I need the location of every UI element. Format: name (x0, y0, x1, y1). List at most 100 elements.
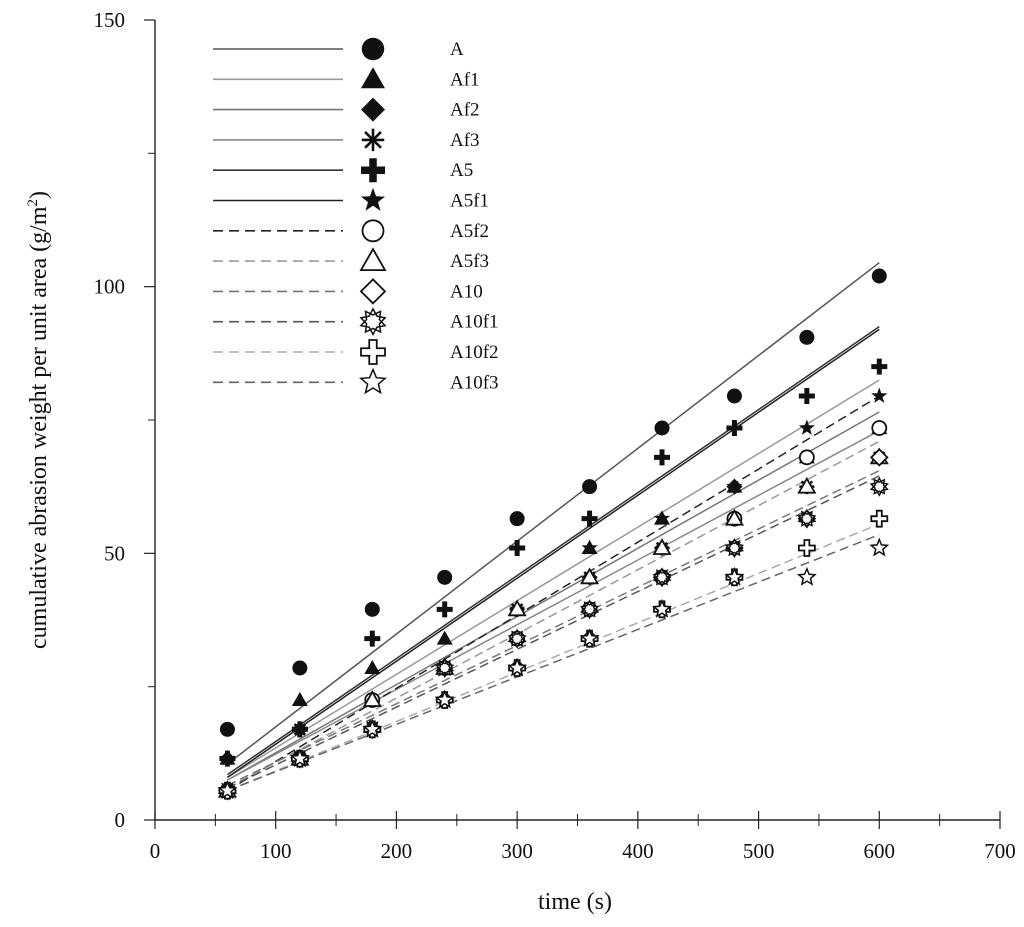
legend-item: A10f2 (213, 339, 499, 365)
fit-line-A10f3 (227, 533, 880, 792)
legend-marker-Af1 (361, 67, 385, 89)
point-A10f3 (434, 689, 455, 709)
legend-marker-A10 (359, 278, 387, 305)
x-tick-label: 200 (381, 839, 413, 863)
legend-label-A5f3: A5f3 (450, 251, 489, 272)
y-axis-title-close: ) (26, 191, 52, 199)
y-axis-title: cumulative abrasion weight per unit area… (25, 191, 52, 649)
point-A10 (870, 448, 889, 467)
point-A10f1 (797, 508, 817, 529)
point-A5f1 (726, 478, 743, 494)
point-A5 (364, 630, 381, 647)
legend-label-A10f1: A10f1 (450, 312, 499, 333)
legend: A Af1 Af2 Af3 A5 A5f1 A5f2 A5f3 A10 A10f1 A10f2 A10… (213, 37, 499, 395)
point-A (437, 569, 453, 585)
legend-item: Af2 (213, 97, 480, 122)
legend-item: A10 (213, 278, 483, 305)
x-tick-label: 300 (501, 839, 533, 863)
legend-item: Af1 (213, 67, 480, 90)
y-tick-label: 150 (94, 8, 126, 32)
point-A (654, 420, 670, 436)
legend-label-A: A (450, 39, 464, 60)
point-A5f2 (871, 420, 888, 436)
point-A10f3 (579, 628, 600, 648)
fit-line-A5f1 (227, 328, 880, 778)
legend-label-Af2: Af2 (450, 100, 480, 121)
fit-line-A10f1 (227, 475, 880, 789)
point-A (364, 601, 380, 617)
x-tick-label: 0 (150, 839, 161, 863)
point-A5f1 (219, 750, 236, 766)
point-Af1 (291, 692, 308, 706)
x-tick-label: 600 (864, 839, 896, 863)
legend-label-A10f3: A10f3 (450, 372, 499, 393)
point-A5f1 (798, 419, 815, 435)
legend-item: A10f3 (213, 367, 499, 395)
fit-line-A10f2 (227, 523, 880, 792)
point-A10f1 (580, 599, 600, 620)
legend-item: A5f3 (213, 247, 489, 272)
point-A10f3 (796, 566, 817, 586)
fit-line-A5f2 (227, 395, 880, 792)
y-tick-label: 50 (104, 541, 125, 565)
legend-marker-Af3 (361, 128, 385, 152)
point-A10f3 (289, 748, 310, 768)
point-A5f3 (724, 508, 744, 526)
legend-marker-A5f3 (359, 247, 387, 272)
point-A10f3 (507, 657, 528, 677)
legend-label-A5: A5 (450, 160, 473, 181)
y-axis-title-main: cumulative abrasion weight per unit area… (26, 206, 52, 649)
legend-item: Af3 (213, 128, 480, 152)
point-A5 (726, 420, 743, 436)
point-A5 (798, 388, 815, 404)
fit-line-A5f3 (227, 440, 880, 789)
legend-item: A (213, 37, 464, 61)
legend-label-A10f2: A10f2 (450, 342, 499, 363)
x-tick-label: 500 (743, 839, 775, 863)
point-A5f3 (362, 690, 382, 707)
data-markers (217, 268, 890, 801)
point-A5 (509, 540, 526, 556)
point-A10f3 (724, 566, 745, 586)
point-A5f3 (797, 476, 817, 494)
legend-item: A5f2 (213, 219, 489, 243)
legend-marker-A10f2 (360, 339, 386, 365)
legend-marker-Af2 (361, 97, 385, 122)
point-A10f3 (869, 537, 890, 557)
legend-item: A10f1 (213, 307, 499, 337)
point-A5f1 (291, 720, 308, 737)
point-A5f3 (580, 567, 600, 585)
point-Af1 (364, 660, 381, 674)
legend-marker-A (361, 37, 385, 61)
legend-marker-A5f2 (361, 219, 385, 243)
axes: 0 100 200 300 400 500 600 700 0 50 100 150 (94, 8, 1016, 863)
point-A10f3 (217, 780, 238, 800)
point-A5 (581, 510, 598, 527)
x-axis-title: time (s) (538, 889, 612, 915)
point-A10f1 (652, 567, 672, 588)
point-A5f1 (653, 510, 671, 526)
fit-line-A (226, 262, 880, 765)
point-A (219, 721, 235, 737)
y-axis-title-superscript: 2 (25, 199, 41, 207)
point-A10f1 (507, 628, 527, 649)
legend-label-Af3: Af3 (450, 130, 480, 151)
point-A10f2 (797, 539, 816, 557)
legend-label-Af1: Af1 (450, 69, 480, 90)
point-A10f3 (362, 718, 383, 738)
fit-line-A10 (227, 469, 880, 787)
point-A (799, 329, 815, 345)
x-tick-label: 700 (984, 839, 1016, 863)
point-A5f3 (507, 599, 527, 617)
fit-line-Af3 (227, 430, 880, 781)
point-A10f1 (435, 657, 455, 679)
y-tick-label: 100 (94, 275, 126, 299)
legend-item: A5f1 (213, 187, 489, 212)
point-A (871, 268, 887, 284)
point-A5f2 (798, 449, 815, 466)
point-A5f1 (871, 387, 888, 403)
point-A10f1 (869, 476, 889, 497)
legend-label-A5f1: A5f1 (450, 191, 489, 212)
fit-line-Af2 (227, 411, 880, 781)
fit-lines (226, 262, 880, 792)
